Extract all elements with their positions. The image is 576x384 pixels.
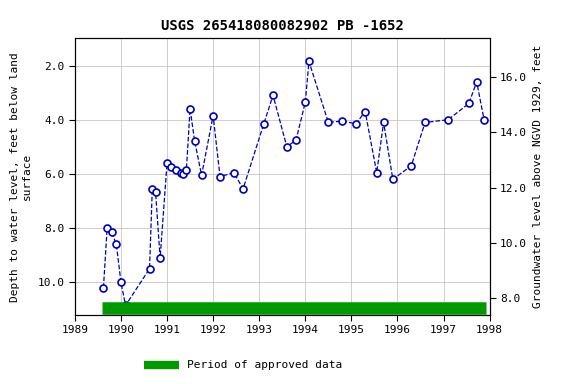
Title: USGS 265418080082902 PB -1652: USGS 265418080082902 PB -1652 bbox=[161, 19, 404, 33]
Text: Period of approved data: Period of approved data bbox=[187, 360, 343, 370]
Y-axis label: Groundwater level above NGVD 1929, feet: Groundwater level above NGVD 1929, feet bbox=[533, 45, 543, 308]
Y-axis label: Depth to water level, feet below land
surface: Depth to water level, feet below land su… bbox=[10, 52, 32, 301]
